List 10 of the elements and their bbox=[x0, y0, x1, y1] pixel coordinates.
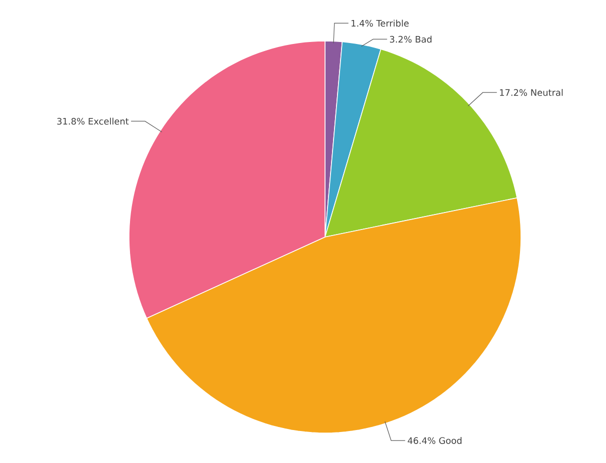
data-label: 31.8% bbox=[57, 118, 85, 125]
data-label: 3.2% bbox=[390, 36, 412, 43]
data-label: 1.4% bbox=[352, 20, 373, 27]
slice-label: Good bbox=[439, 437, 462, 444]
slice-label: Terrible bbox=[376, 20, 409, 27]
slice-label: Neutral bbox=[531, 89, 563, 96]
slice-label: Excellent bbox=[88, 118, 129, 125]
slice-label: Bad bbox=[416, 36, 432, 43]
data-label: 17.2% bbox=[500, 89, 528, 96]
data-label: 46.4% bbox=[408, 437, 436, 444]
